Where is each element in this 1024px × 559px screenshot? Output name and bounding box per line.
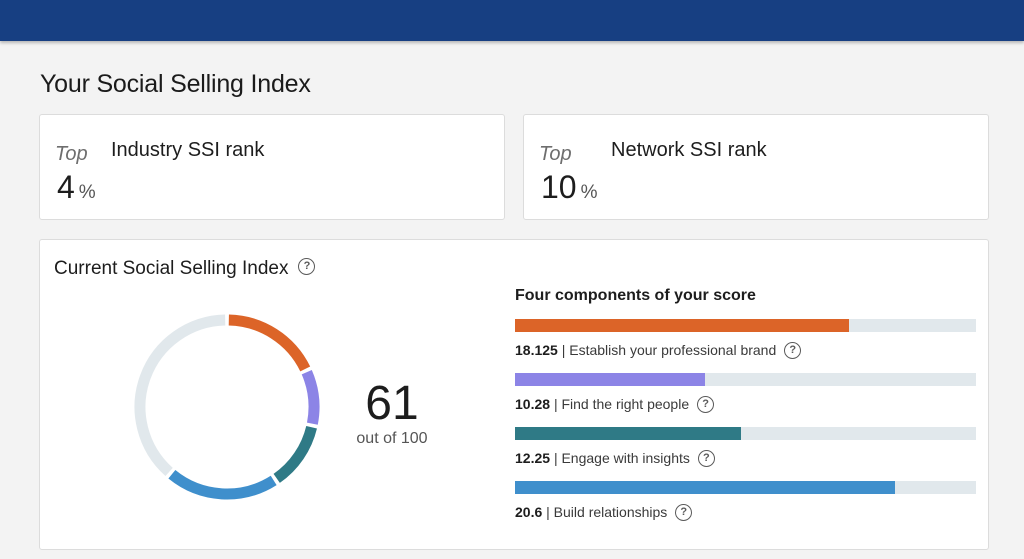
donut-segment-2 bbox=[301, 370, 320, 425]
rank-number: 10 bbox=[541, 169, 577, 205]
component-score: 20.6 bbox=[515, 504, 543, 520]
question-circle-icon[interactable]: ? bbox=[697, 449, 715, 467]
page-title: Your Social Selling Index bbox=[40, 70, 311, 98]
industry-rank-card: Top Industry SSI rank 4% bbox=[39, 114, 505, 220]
donut-remaining-track bbox=[134, 314, 226, 477]
donut-segment-3 bbox=[273, 425, 317, 483]
rank-value: 10% bbox=[541, 169, 598, 206]
ssi-score-card: Current Social Selling Index? 61 out of … bbox=[39, 239, 989, 550]
score-out-of: out of 100 bbox=[356, 430, 428, 447]
donut-segment-1 bbox=[228, 314, 311, 372]
score-title-text: Current Social Selling Index bbox=[54, 258, 289, 279]
component-bar-track bbox=[515, 481, 976, 494]
rank-unit: % bbox=[78, 182, 96, 203]
question-circle-icon[interactable]: ? bbox=[697, 395, 715, 413]
component-bar-track bbox=[515, 427, 976, 440]
score-card-title: Current Social Selling Index? bbox=[54, 258, 316, 280]
component-name: Find the right people bbox=[561, 396, 690, 412]
component-label: 18.125 | Establish your professional bra… bbox=[515, 341, 976, 360]
component-score: 12.25 bbox=[515, 450, 551, 466]
question-circle-icon[interactable]: ? bbox=[298, 258, 316, 276]
component-bar-fill bbox=[515, 319, 850, 332]
component-name: Engage with insights bbox=[561, 450, 690, 466]
component-separator: | bbox=[553, 450, 558, 466]
component-row-brand: 18.125 | Establish your professional bra… bbox=[515, 319, 976, 360]
donut-segment-4 bbox=[168, 469, 277, 500]
component-label: 10.28 | Find the right people? bbox=[515, 395, 976, 414]
component-bar-fill bbox=[515, 481, 895, 494]
rank-name: Network SSI rank bbox=[611, 139, 767, 161]
score-donut-chart bbox=[134, 314, 320, 500]
question-circle-icon[interactable]: ? bbox=[784, 341, 802, 359]
rank-name: Industry SSI rank bbox=[111, 139, 265, 161]
component-name: Build relationships bbox=[553, 504, 668, 520]
score-value: 61 bbox=[365, 377, 419, 430]
question-circle-icon[interactable]: ? bbox=[675, 503, 693, 521]
component-score: 10.28 bbox=[515, 396, 551, 412]
component-row-relationships: 20.6 | Build relationships? bbox=[515, 481, 976, 522]
rank-top-label: Top bbox=[55, 143, 88, 165]
component-bar-track bbox=[515, 319, 976, 332]
top-navigation-bar bbox=[0, 0, 1024, 41]
component-row-people: 10.28 | Find the right people? bbox=[515, 373, 976, 414]
component-separator: | bbox=[546, 504, 550, 520]
component-score: 18.125 bbox=[515, 342, 558, 358]
rank-value: 4% bbox=[57, 169, 96, 206]
components-title: Four components of your score bbox=[515, 287, 756, 304]
component-separator: | bbox=[561, 342, 566, 358]
component-bar-fill bbox=[515, 427, 741, 440]
rank-top-label: Top bbox=[539, 143, 572, 165]
component-row-insights: 12.25 | Engage with insights? bbox=[515, 427, 976, 468]
component-label: 20.6 | Build relationships? bbox=[515, 503, 976, 522]
component-separator: | bbox=[553, 396, 558, 412]
component-bar-track bbox=[515, 373, 976, 386]
rank-unit: % bbox=[580, 182, 598, 203]
rank-number: 4 bbox=[57, 169, 75, 205]
component-bar-fill bbox=[515, 373, 705, 386]
component-name: Establish your professional brand bbox=[569, 342, 777, 358]
network-rank-card: Top Network SSI rank 10% bbox=[523, 114, 989, 220]
component-label: 12.25 | Engage with insights? bbox=[515, 449, 976, 468]
